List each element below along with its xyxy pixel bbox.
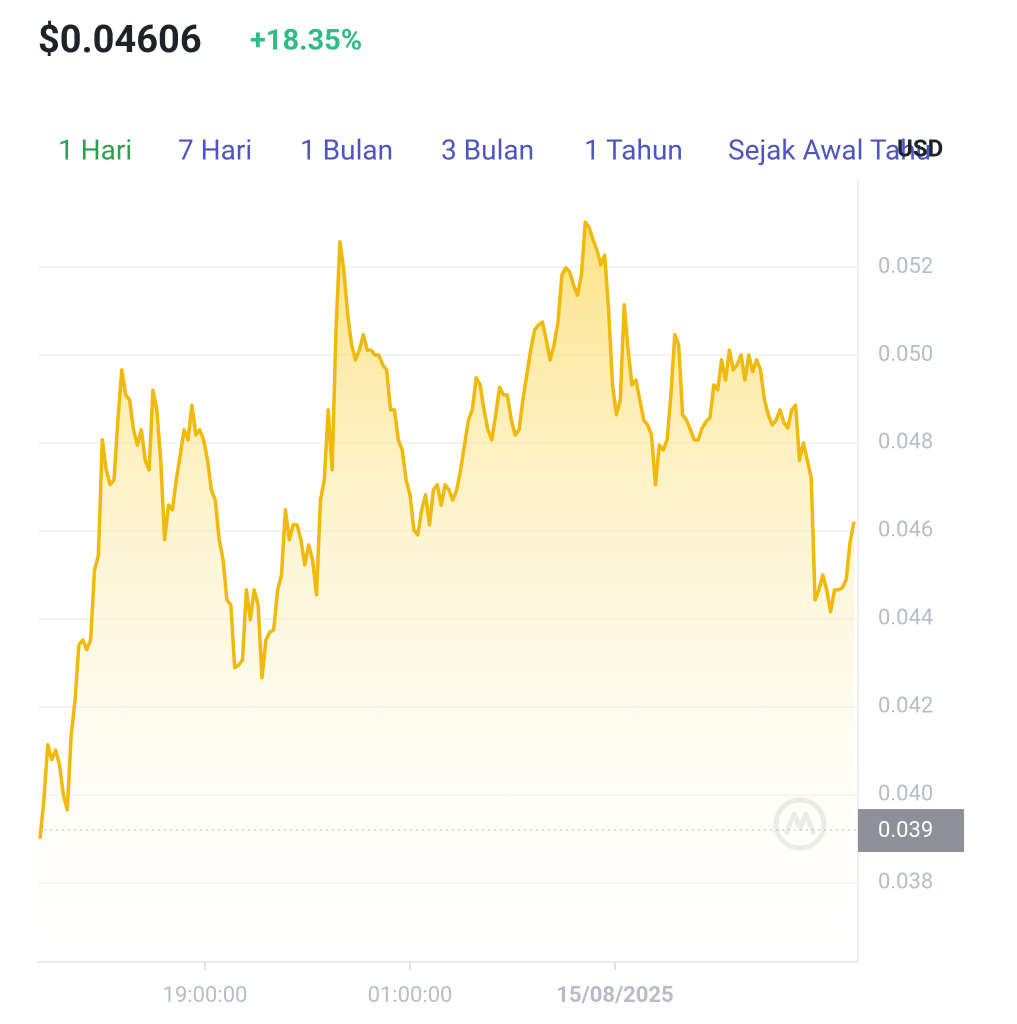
y-tick-label: 0.044 — [878, 606, 933, 631]
tab[interactable]: 1 Hari — [58, 133, 132, 166]
tab[interactable]: 1 Bulan — [300, 133, 393, 166]
tab[interactable]: 3 Bulan — [441, 133, 534, 166]
reference-label: 0.039 — [878, 818, 933, 843]
tab[interactable]: 1 Tahun — [584, 133, 683, 166]
tab-bar: 1 Hari 7 Hari 1 Bulan 3 Bulan 1 Tahun Sejak A… — [58, 133, 931, 166]
y-tick-label: 0.046 — [878, 518, 933, 543]
watermark-logo — [773, 797, 827, 851]
x-tick-label: 19:00:00 — [163, 983, 248, 1008]
y-tick-label: 0.042 — [878, 694, 933, 719]
y-tick-label: 0.040 — [878, 782, 933, 807]
y-tick-label: 0.052 — [878, 254, 933, 279]
x-tick-label: 15/08/2025 — [556, 983, 673, 1008]
area-fill — [40, 222, 854, 963]
tab[interactable]: 7 Hari — [178, 133, 252, 166]
price-change: +18.35% — [250, 24, 362, 58]
y-tick-label: 0.048 — [878, 430, 933, 455]
y-tick-label: 0.050 — [878, 342, 933, 367]
tab[interactable]: Sejak Awal Tahu — [728, 133, 931, 166]
currency: USD — [897, 134, 943, 162]
price-line — [38, 220, 856, 839]
x-tick-label: 01:00:00 — [368, 983, 453, 1008]
plot: 0.038 0.040 0.042 0.044 0.046 0.048 0.050 0.052… — [38, 180, 964, 1008]
reference-label-box — [858, 809, 964, 853]
price: $0.04606 — [38, 18, 202, 62]
y-tick-label: 0.038 — [878, 870, 933, 895]
